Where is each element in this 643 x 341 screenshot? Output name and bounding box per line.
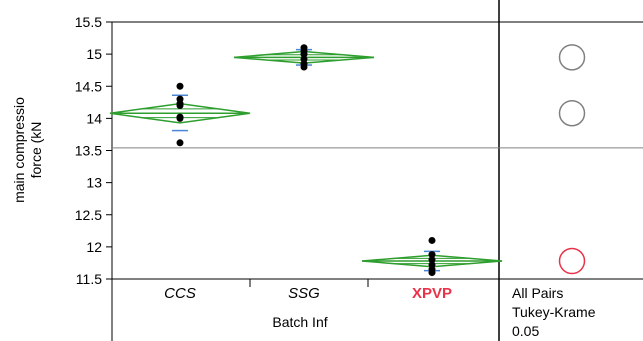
data-point xyxy=(176,95,184,103)
comparison-label-line-3: 0.05 xyxy=(512,323,539,339)
x-category-label-xpvp: XPVP xyxy=(412,285,452,302)
comparison-circle xyxy=(558,247,586,275)
y-tick-label: 14 xyxy=(86,110,102,126)
data-point xyxy=(428,256,436,264)
data-point xyxy=(176,82,184,90)
comparison-label-line-2: Tukey-Krame xyxy=(512,304,596,320)
y-tick-label: 11.5 xyxy=(76,271,102,287)
comparison-circle xyxy=(558,99,586,127)
y-tick-label: 12.5 xyxy=(75,207,102,223)
y-axis-ticks: 11.5 12 12.5 13 13.5 14 14.5 15 15.5 xyxy=(75,14,112,287)
y-tick-label: 13.5 xyxy=(75,143,102,159)
y-tick-label: 15 xyxy=(86,46,102,62)
y-tick-label: 12 xyxy=(86,239,102,255)
y-tick-label: 14.5 xyxy=(75,78,102,94)
data-point xyxy=(428,251,436,259)
category-group-xpvp xyxy=(361,236,503,277)
axes xyxy=(111,0,643,341)
comparison-circle xyxy=(558,44,586,71)
x-axis-label: Batch Inf xyxy=(272,314,327,330)
y-tick-label: 13 xyxy=(86,175,102,191)
x-category-label-ccs: CCS xyxy=(164,285,196,302)
y-axis-label-line-1: main compressio xyxy=(11,97,27,203)
data-point xyxy=(176,139,184,147)
y-tick-label: 15.5 xyxy=(75,14,102,30)
comparison-label-line-1: All Pairs xyxy=(512,285,563,301)
plot-marks xyxy=(109,44,503,277)
y-axis-label-line-2: force (kN xyxy=(28,122,44,179)
category-group-ssg xyxy=(233,44,375,71)
data-point xyxy=(428,261,436,269)
x-axis-categories: CCS SSG XPVP xyxy=(164,285,452,302)
data-point xyxy=(300,55,308,63)
data-point xyxy=(300,44,308,52)
comparison-panel: All Pairs Tukey-Krame 0.05 xyxy=(512,44,596,339)
data-point xyxy=(176,113,184,121)
x-category-label-ssg: SSG xyxy=(288,285,320,302)
category-group-ccs xyxy=(109,82,251,147)
data-point xyxy=(428,236,436,244)
